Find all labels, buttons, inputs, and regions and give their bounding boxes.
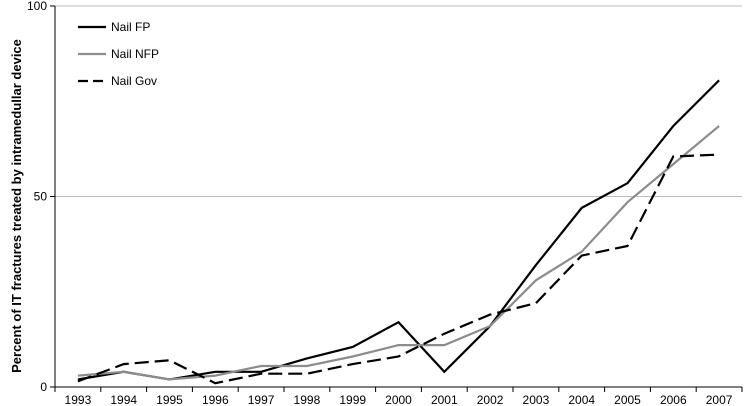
x-tick-label-2007: 2007 (706, 393, 733, 406)
series-line-nail-gov (77, 153, 720, 385)
x-tick-label-1995: 1995 (156, 393, 183, 406)
y-tick-label: 50 (34, 190, 48, 204)
x-tick-label-1996: 1996 (202, 393, 229, 406)
x-tick-label-2003: 2003 (523, 393, 550, 406)
x-tick-label-1994: 1994 (110, 393, 137, 406)
x-tick-label-2000: 2000 (385, 393, 412, 406)
series-lines (77, 79, 720, 385)
legend-label: Nail FP (111, 20, 150, 34)
axes (50, 5, 743, 392)
series-line-nail-nfp (77, 125, 720, 381)
x-tick-label-1998: 1998 (294, 393, 321, 406)
legend: Nail FP Nail NFP Nail Gov (78, 20, 159, 88)
x-tick-label-1993: 1993 (65, 393, 92, 406)
y-tick-label: 100 (27, 0, 47, 13)
x-tick-label-2004: 2004 (568, 393, 595, 406)
grid-lines (55, 5, 742, 197)
tick-labels: 0 50 100 1993 1994 1995 1996 1997 1998 1999 2000 20… (27, 0, 733, 406)
x-tick-label-2002: 2002 (477, 393, 504, 406)
x-tick-label-2001: 2001 (431, 393, 458, 406)
x-tick-label-1999: 1999 (339, 393, 366, 406)
x-tick-label-2006: 2006 (660, 393, 687, 406)
legend-label: Nail Gov (111, 74, 157, 88)
series-line-nail-fp (77, 79, 720, 381)
y-tick-label: 0 (40, 380, 47, 394)
x-tick-label-1997: 1997 (248, 393, 275, 406)
legend-label: Nail NFP (111, 47, 159, 61)
y-axis-title: Percent of IT fractures treated by intra… (9, 39, 24, 373)
x-tick-label-2005: 2005 (614, 393, 641, 406)
